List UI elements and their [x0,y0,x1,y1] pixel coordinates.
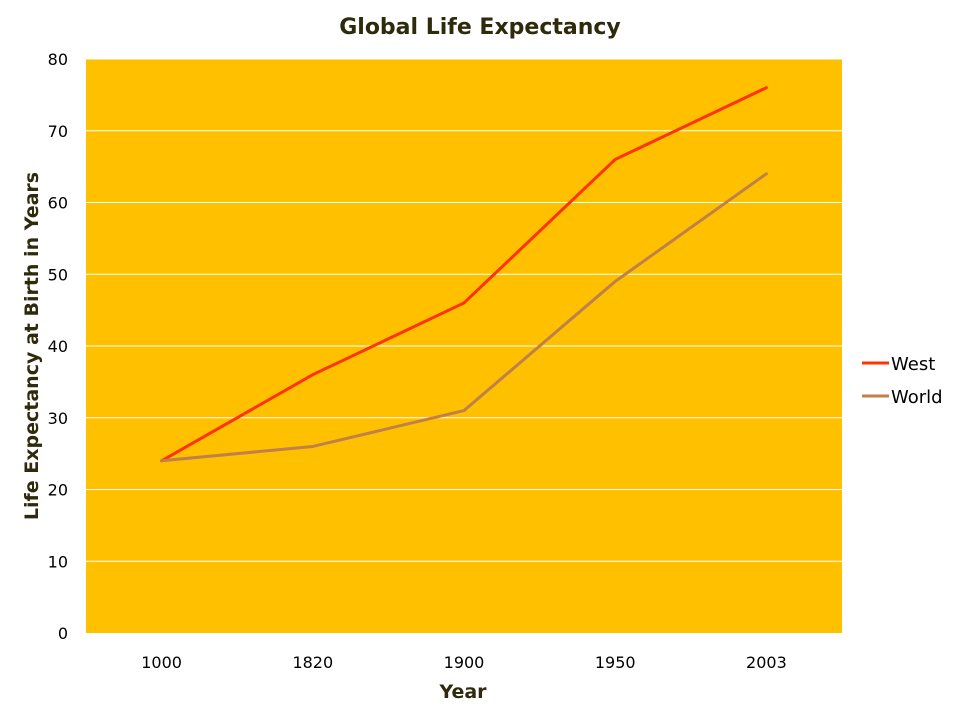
y-tick-label: 50 [48,265,68,284]
y-axis-ticks: 0 10 20 30 40 50 60 70 80 [48,50,68,643]
legend-label-west: West [891,354,935,375]
x-axis-ticks: 1000 1820 1900 1950 2003 [141,653,787,672]
y-tick-label: 70 [48,122,68,141]
x-axis-title: Year [438,681,487,703]
y-tick-label: 20 [48,481,68,500]
legend-label-world: World [891,387,943,408]
y-tick-label: 80 [48,50,68,69]
series-line-world [160,172,768,463]
y-tick-label: 10 [48,552,68,571]
y-tick-label: 30 [48,409,68,428]
y-tick-label: 60 [48,194,68,213]
x-tick-label: 1000 [141,653,182,672]
series-line-west [160,86,768,463]
gridlines [86,58,842,562]
x-tick-label: 1900 [444,653,485,672]
chart-title: Global Life Expectancy [339,15,621,40]
y-axis-title: Life Expectancy at Birth in Years [21,172,43,520]
series-lines [160,86,768,463]
x-tick-label: 2003 [746,653,787,672]
legend: West World [862,354,943,408]
y-tick-label: 0 [58,624,68,643]
y-tick-label: 40 [48,337,68,356]
x-tick-label: 1950 [595,653,636,672]
x-tick-label: 1820 [292,653,333,672]
